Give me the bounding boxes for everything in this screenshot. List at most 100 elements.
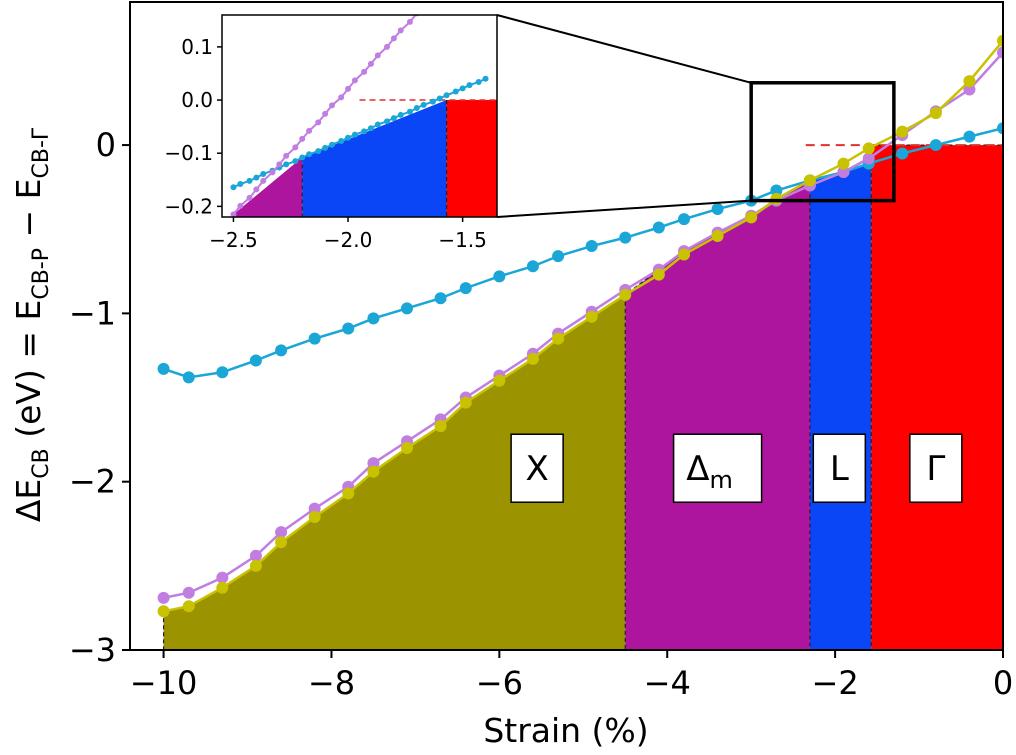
series-point-2-27 <box>997 34 1003 47</box>
inset-series-point-1-21 <box>390 35 397 42</box>
series-point-1-2 <box>216 571 229 584</box>
y-tick-label-2: −1 <box>69 294 116 332</box>
series-point-2-21 <box>803 174 816 187</box>
series-point-0-15 <box>619 231 632 244</box>
y-label-part-0: ΔE <box>9 479 48 522</box>
inset-series-point-0-16 <box>351 131 358 138</box>
series-point-2-8 <box>401 442 414 455</box>
series-point-2-24 <box>896 125 909 138</box>
series-point-0-17 <box>678 213 691 226</box>
inset-series-point-0-10 <box>306 151 313 158</box>
inset-series-point-1-23 <box>406 18 413 25</box>
inset-series-point-1-6 <box>276 161 283 168</box>
y-tick-label-3: 0 <box>96 126 116 164</box>
inset-series-point-1-14 <box>338 94 345 101</box>
inset-series-point-0-2 <box>246 177 253 184</box>
series-point-2-9 <box>434 420 447 433</box>
plot-frame <box>129 1 1004 651</box>
series-point-2-25 <box>929 107 942 120</box>
inset-series-point-0-25 <box>420 101 427 108</box>
series-point-1-23 <box>862 152 875 165</box>
inset-region-fill-0 <box>233 157 303 217</box>
series-point-0-24 <box>896 147 909 160</box>
series-point-1-22 <box>837 165 850 178</box>
series-line-0 <box>163 127 1003 379</box>
main-axes: −10 −8 −6 −4 −2 0−3−2−10 <box>69 1 1013 702</box>
region-label-sub-1: m <box>710 466 733 494</box>
series-point-2-17 <box>678 248 691 261</box>
region-labels: X Δm L Γ <box>510 433 963 503</box>
inset-series-point-0-13 <box>329 141 335 148</box>
inset-series-point-1-10 <box>306 127 313 134</box>
inset-series-point-1-7 <box>283 152 290 159</box>
series-point-0-8 <box>401 302 414 315</box>
inset-y-tick-label-0: −0.2 <box>164 194 213 218</box>
series-point-2-7 <box>367 465 380 478</box>
inset-series-point-1-2 <box>246 194 253 201</box>
region-label-box-2 <box>812 433 867 503</box>
inset-series-point-0-30 <box>459 85 466 92</box>
series-point-0-3 <box>249 354 262 367</box>
x-axis-label: Strain (%) <box>483 711 648 750</box>
inset-series-point-0-17 <box>361 128 368 135</box>
inset-series-point-0-15 <box>345 134 352 141</box>
inset-series-point-0-4 <box>260 170 267 177</box>
series-point-2-16 <box>652 268 665 281</box>
region-fill-3 <box>871 145 1003 650</box>
series-point-2-12 <box>526 352 539 365</box>
inset-series-point-1-19 <box>374 52 381 59</box>
series-line-1 <box>163 51 1003 600</box>
zoom-indicator <box>496 14 896 218</box>
inset-series-point-0-21 <box>390 115 397 122</box>
series-point-2-2 <box>216 581 229 594</box>
series-point-2-3 <box>249 559 262 572</box>
inset-x-tick-label-0: −2.5 <box>209 228 258 252</box>
region-label-box-3 <box>909 433 963 503</box>
series-point-2-0 <box>157 605 170 618</box>
series-point-0-14 <box>585 240 598 253</box>
region-label-3: Γ <box>926 449 945 489</box>
inset-series-point-1-18 <box>367 60 374 67</box>
series-point-1-4 <box>275 526 288 539</box>
inset-series-point-0-29 <box>452 88 459 95</box>
inset-y-tick-label-2: 0.0 <box>181 88 213 112</box>
inset-series-point-0-0 <box>230 184 237 191</box>
inset-series-point-0-19 <box>374 121 381 128</box>
series-point-1-0 <box>157 591 170 604</box>
inset-series-point-1-8 <box>292 144 299 151</box>
inset-series-point-1-4 <box>260 177 267 184</box>
series-point-2-23 <box>862 142 875 155</box>
series-point-0-16 <box>652 221 665 234</box>
inset-series-point-0-23 <box>406 108 413 115</box>
inset-series-point-1-11 <box>315 119 322 126</box>
region-label-0: X <box>525 449 548 489</box>
inset-frame <box>221 14 498 218</box>
series-point-0-2 <box>216 366 229 379</box>
inset-series-point-0-27 <box>436 95 443 102</box>
region-label-1: Δm <box>686 449 733 494</box>
x-tick-label-0: −10 <box>130 664 198 702</box>
inset-series-point-1-0 <box>230 211 237 217</box>
series-point-2-26 <box>963 75 976 88</box>
series-point-1-27 <box>997 46 1003 59</box>
series-point-2-22 <box>837 157 850 170</box>
series-point-0-27 <box>997 122 1003 135</box>
zoom-connector-bottom <box>496 199 752 218</box>
region-fill-0 <box>163 294 626 650</box>
series-point-2-1 <box>182 600 195 613</box>
series-point-2-6 <box>342 487 355 500</box>
inset-series-line-1 <box>232 15 417 215</box>
x-tick-label-4: −2 <box>812 664 859 702</box>
series-point-0-18 <box>711 203 724 216</box>
inset-series-point-0-14 <box>338 137 345 144</box>
series-point-1-1 <box>182 586 195 599</box>
series-point-1-26 <box>963 83 976 96</box>
inset-y-tick-label-3: 0.1 <box>181 35 213 59</box>
inset-x-tick-label-2: −1.5 <box>438 228 487 252</box>
inset-series-point-0-8 <box>292 158 299 165</box>
y-label-part-5: CB-Γ <box>29 127 54 178</box>
series-point-2-4 <box>275 536 288 549</box>
inset-series-point-0-22 <box>397 111 404 118</box>
series-point-2-14 <box>585 310 598 323</box>
